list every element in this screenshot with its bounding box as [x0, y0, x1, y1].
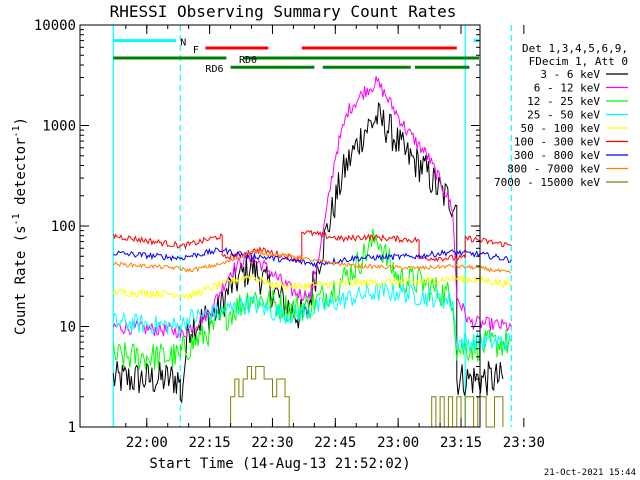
state-bar-label: RD6 — [205, 64, 223, 75]
y-axis-label-sup: -1 — [11, 125, 22, 137]
state-bars: NF RD0 RD6 — [113, 38, 479, 75]
y-axis-label: Count Rate (s-1 detector-1) — [11, 117, 29, 335]
series-line — [112, 76, 512, 339]
y-tick-label: 10000 — [34, 18, 76, 34]
legend-item-label: 7000 - 15000 keV — [494, 176, 600, 189]
x-tick-label: 22:45 — [314, 435, 356, 451]
legend-item-label: 50 - 100 keV — [521, 122, 601, 135]
series-line — [112, 282, 512, 353]
y-tick-label: 10 — [59, 320, 76, 336]
legend-item-label: 100 - 300 keV — [514, 136, 600, 149]
y-axis-label-sup: -1 — [11, 213, 22, 225]
y-tick-label: 1000 — [42, 119, 76, 135]
series-line — [112, 273, 512, 302]
series-group — [112, 76, 512, 428]
series-line — [113, 249, 512, 274]
legend-item-label: 6 - 12 keV — [534, 82, 601, 95]
x-tick-label: 23:00 — [377, 435, 419, 451]
x-tick-label: 23:30 — [503, 435, 545, 451]
legend-item-label: 25 - 50 keV — [527, 109, 600, 122]
y-axis-label-part: detector — [13, 138, 29, 214]
legend-item-label: 12 - 25 keV — [527, 95, 600, 108]
x-tick-label: 22:15 — [189, 435, 231, 451]
y-axis-label-part: Count Rate (s — [13, 225, 29, 335]
series-line — [113, 246, 512, 269]
state-bar-label: F — [193, 45, 199, 56]
chart-title: RHESSI Observing Summary Count Rates — [110, 2, 457, 21]
x-tick-label: 22:30 — [251, 435, 293, 451]
x-tick-label: 23:15 — [440, 435, 482, 451]
x-axis-label: Start Time (14-Aug-13 21:52:02) — [149, 456, 410, 472]
legend-item-label: 3 - 6 keV — [540, 68, 600, 81]
series-line — [112, 228, 512, 371]
state-bar-label: RD0 — [239, 55, 257, 66]
x-tick-label: 22:00 — [126, 435, 168, 451]
y-axis-label-part: ) — [13, 117, 29, 125]
series-line — [112, 229, 512, 264]
y-tick-label: 100 — [51, 219, 76, 235]
legend-item-label: 300 - 800 keV — [514, 149, 600, 162]
plot-timestamp: 21-Oct-2021 15:44 — [544, 468, 636, 478]
legend-item-label: 800 - 7000 keV — [507, 163, 600, 176]
axes: 1 10 100 1000 10000 22:00 22:15 22:30 22:45 23:00… — [34, 18, 545, 451]
y-tick-label: 1 — [68, 420, 76, 436]
state-bar-label: N — [180, 38, 186, 49]
legend-header: Det 1,3,4,5,6,9, — [522, 42, 628, 55]
chart-markers — [112, 25, 512, 427]
legend-header: FDecim 1, Att 0 — [529, 55, 628, 68]
legend: Det 1,3,4,5,6,9,FDecim 1, Att 03 - 6 keV… — [494, 42, 628, 189]
